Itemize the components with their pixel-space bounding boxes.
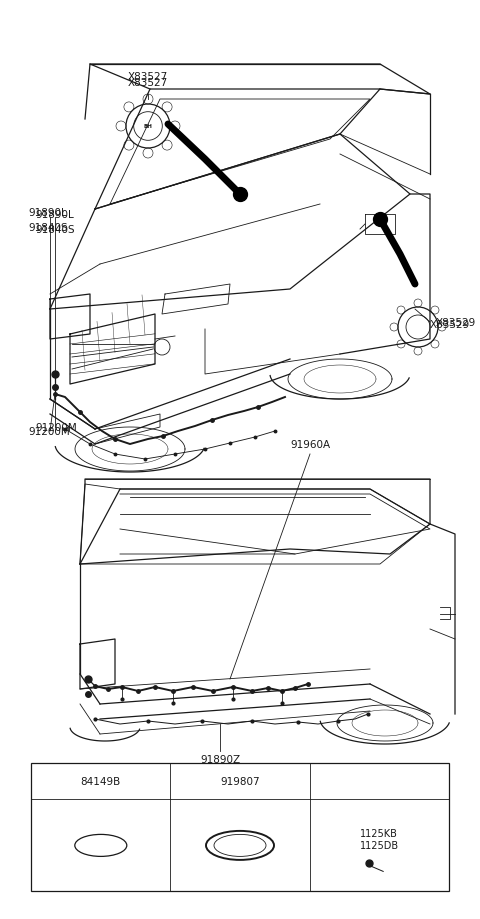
Text: 91200M: 91200M [35, 423, 77, 433]
Text: X83529: X83529 [430, 320, 470, 330]
Bar [31, 763, 449, 891]
Text: 91960A: 91960A [290, 439, 330, 449]
Text: 91840S: 91840S [28, 222, 68, 233]
Text: 91840S: 91840S [35, 225, 74, 234]
Text: 91890Z: 91890Z [200, 754, 240, 765]
Text: 919807: 919807 [220, 777, 260, 786]
Text: X83527: X83527 [128, 78, 168, 88]
Text: 91200M: 91200M [28, 426, 70, 437]
Text: X83529: X83529 [436, 318, 476, 328]
Text: 1125KB: 1125KB [360, 829, 398, 838]
Text: 84149B: 84149B [81, 777, 121, 786]
Text: X83527: X83527 [128, 72, 168, 82]
Text: 1125DB: 1125DB [360, 841, 399, 850]
Text: 91890L: 91890L [35, 210, 74, 220]
Text: 91890L: 91890L [28, 208, 67, 218]
Text: BH: BH [144, 124, 153, 130]
